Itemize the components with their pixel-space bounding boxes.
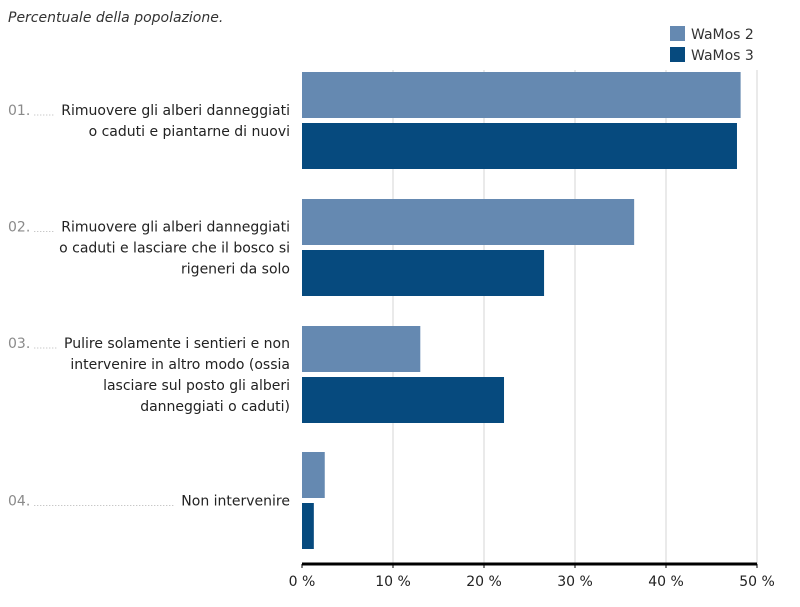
category-label-line: Non intervenire xyxy=(181,494,290,510)
legend-swatch xyxy=(670,26,685,41)
category-label-line: intervenire in altro modo (ossia xyxy=(70,357,290,373)
category-label-line: Pulire solamente i sentieri e non xyxy=(64,336,290,352)
bar-2-wamos2 xyxy=(302,199,635,245)
bar-3-wamos3 xyxy=(302,377,505,423)
x-tick-label: 0 % xyxy=(289,574,316,590)
legend-label: WaMos 3 xyxy=(691,48,754,64)
bar-1-wamos2 xyxy=(302,72,741,118)
category-label-line: Rimuovere gli alberi danneggiati xyxy=(61,220,290,236)
bar-4-wamos2 xyxy=(302,452,325,498)
category-label-line: o caduti e piantarne di nuovi xyxy=(89,124,290,140)
bar-3-wamos2 xyxy=(302,326,421,372)
category-label-line: Rimuovere gli alberi danneggiati xyxy=(61,103,290,119)
legend-label: WaMos 2 xyxy=(691,27,754,43)
category-number: 02. xyxy=(8,220,30,236)
legend-swatch xyxy=(670,47,685,62)
x-tick-label: 50 % xyxy=(739,574,775,590)
bar-2-wamos3 xyxy=(302,250,545,296)
category-number: 03. xyxy=(8,336,30,352)
x-tick-label: 40 % xyxy=(648,574,684,590)
category-label-line: o caduti e lasciare che il bosco si xyxy=(59,241,290,257)
category-labels: 01. Rimuovere gli alberi danneggiati o cad… xyxy=(8,103,290,510)
bars xyxy=(302,72,741,549)
chart-subtitle: Percentuale della popolazione. xyxy=(8,10,223,26)
category-label-line: danneggiati o caduti) xyxy=(140,399,290,415)
category-label-line: rigeneri da solo xyxy=(181,262,290,278)
x-tick-label: 10 % xyxy=(375,574,411,590)
bar-4-wamos3 xyxy=(302,503,314,549)
x-axis-ticks: 0 % 10 % 20 % 30 % 40 % 50 % xyxy=(289,564,775,590)
category-number: 04. xyxy=(8,494,30,510)
category-label-line: lasciare sul posto gli alberi xyxy=(103,378,290,394)
legend: WaMos 2 WaMos 3 xyxy=(670,26,754,64)
category-number: 01. xyxy=(8,103,30,119)
bar-1-wamos3 xyxy=(302,123,737,169)
x-tick-label: 20 % xyxy=(466,574,502,590)
x-tick-label: 30 % xyxy=(557,574,593,590)
